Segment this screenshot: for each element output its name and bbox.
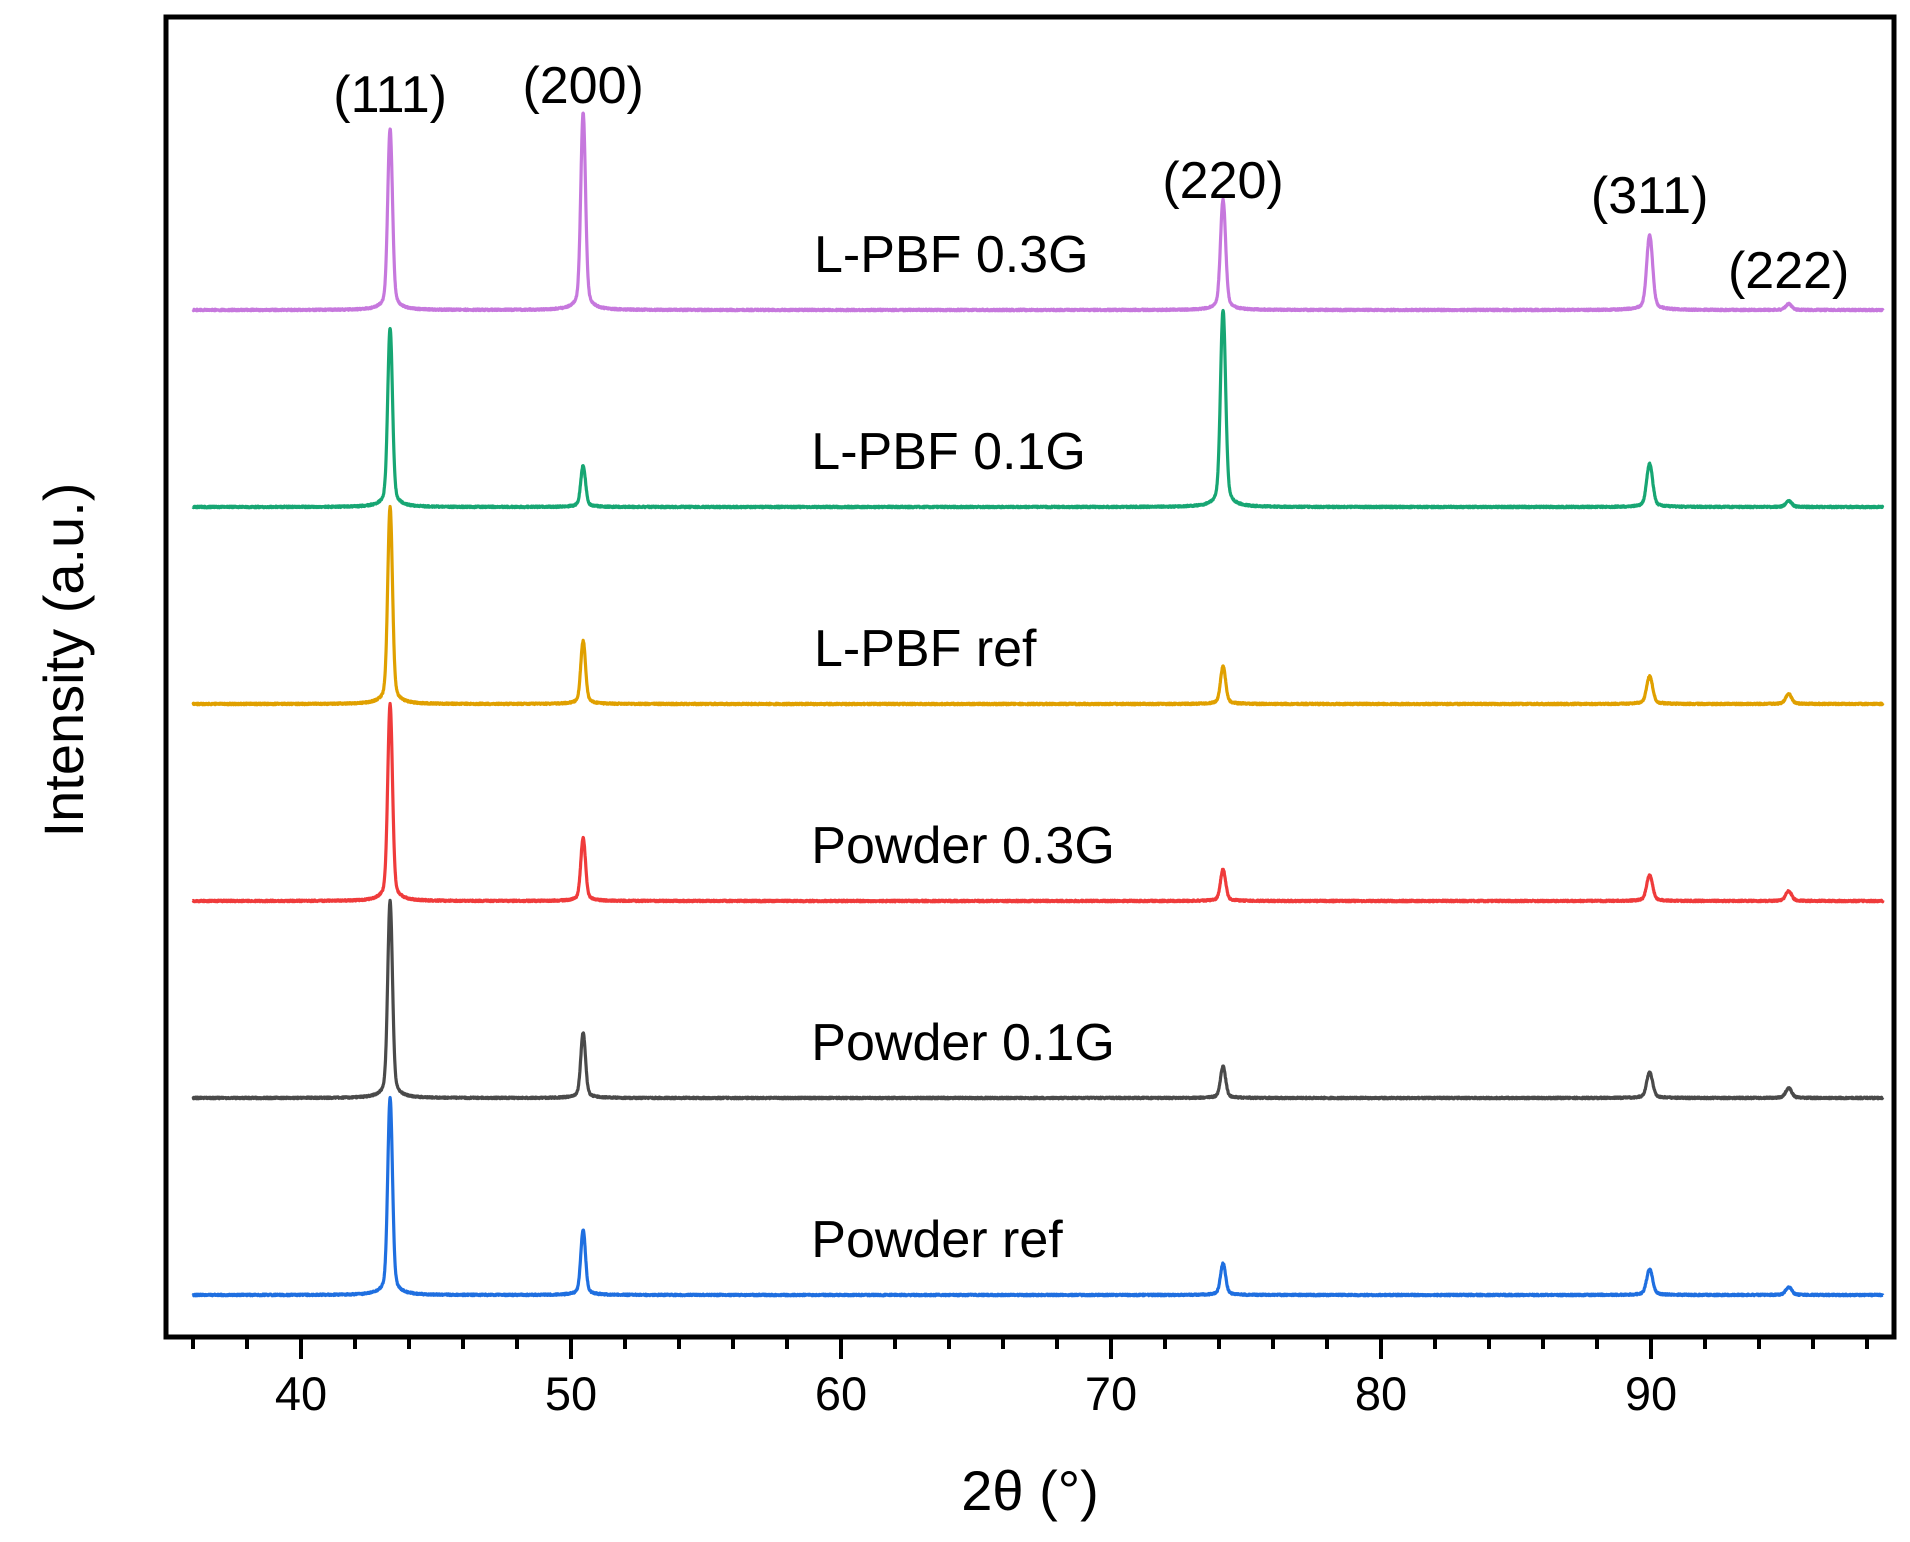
series-line-powder-0-3g: [191, 701, 1885, 904]
x-tick-label: 60: [815, 1367, 867, 1420]
y-axis-title: Intensity (a.u.): [32, 483, 95, 838]
peak-label-111: (111): [333, 66, 447, 124]
peak-label-222: (222): [1728, 242, 1849, 300]
series-label-powder-0-1g: Powder 0.1G: [811, 1014, 1115, 1072]
x-tick-label: 50: [545, 1367, 597, 1420]
x-axis-title: 2θ (°): [961, 1459, 1099, 1522]
series-line-powder-0-1g: [191, 898, 1885, 1101]
x-tick-label: 70: [1085, 1367, 1137, 1420]
series-label-powder-ref: Powder ref: [811, 1211, 1063, 1269]
series-line-l-pbf-ref: [191, 504, 1885, 707]
x-tick-label: 80: [1355, 1367, 1407, 1420]
x-axis-ticks: 40 50 60 70 80 90: [191, 1337, 1869, 1420]
series-layer: [191, 111, 1885, 1298]
series-label-l-pbf-0-1g: L-PBF 0.1G: [811, 423, 1086, 481]
series-label-l-pbf-ref: L-PBF ref: [814, 620, 1037, 678]
series-label-l-pbf-0-3g: L-PBF 0.3G: [814, 226, 1089, 284]
peak-label-220: (220): [1162, 152, 1283, 210]
series-line-powder-ref: [191, 1095, 1885, 1298]
x-tick-label: 40: [275, 1367, 327, 1420]
peak-label-311: (311): [1591, 167, 1709, 225]
series-label-powder-0-3g: Powder 0.3G: [811, 817, 1115, 875]
x-tick-label: 90: [1625, 1367, 1677, 1420]
plot-frame: [163, 14, 1897, 1340]
peak-label-200: (200): [522, 57, 643, 115]
labels-layer: Powder ref Powder 0.1G Powder 0.3G L-PBF re…: [333, 57, 1849, 1269]
series-line-l-pbf-0-3g: [191, 111, 1885, 313]
series-line-l-pbf-0-1g: [191, 308, 1885, 510]
